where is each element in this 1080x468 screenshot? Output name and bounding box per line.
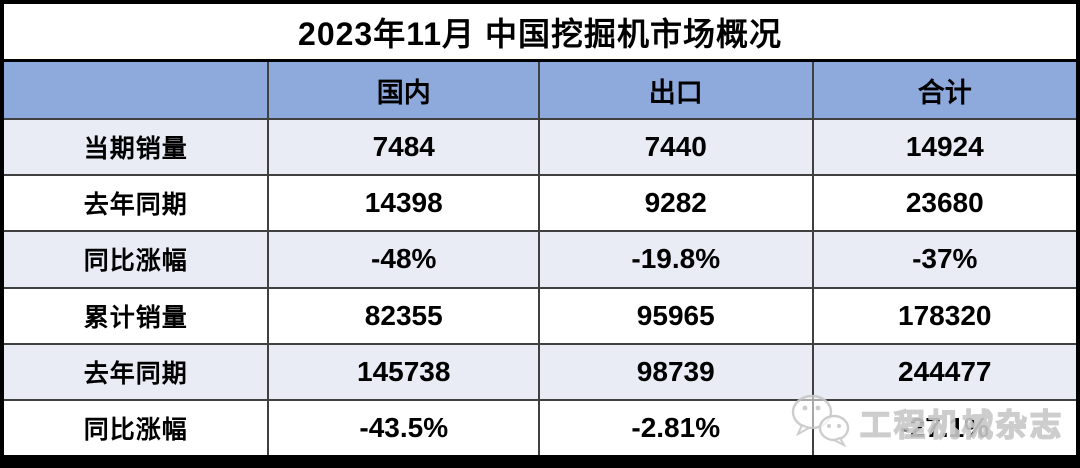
table-title: 2023年11月 中国挖掘机市场概况 (4, 4, 1076, 62)
value-cell: 23680 (811, 174, 1076, 231)
value-cell: -43.5% (267, 398, 538, 455)
row-label-last-year-cumulative: 去年同期 (4, 342, 268, 399)
value-cell: -19.8% (537, 230, 812, 287)
value-cell: 7440 (537, 118, 812, 175)
value-cell: 98739 (537, 342, 812, 399)
row-label-last-year-period: 去年同期 (4, 174, 268, 231)
row-label-yoy-change: 同比涨幅 (4, 230, 268, 287)
row-label-current-sales: 当期销量 (4, 118, 268, 175)
value-cell: -27.1% (811, 398, 1076, 455)
column-header-blank (4, 62, 268, 119)
value-cell: 244477 (811, 342, 1076, 399)
data-table: 国内 出口 合计 当期销量 7484 7440 14924 去年同期 14398… (4, 62, 1076, 455)
value-cell: 145738 (267, 342, 538, 399)
column-header-total: 合计 (811, 62, 1076, 119)
column-header-domestic: 国内 (267, 62, 538, 119)
value-cell: -48% (267, 230, 538, 287)
value-cell: 9282 (537, 174, 812, 231)
value-cell: 14924 (811, 118, 1076, 175)
row-label-cumulative-sales: 累计销量 (4, 286, 268, 343)
value-cell: 95965 (537, 286, 812, 343)
value-cell: -2.81% (537, 398, 812, 455)
row-label-cumulative-yoy-change: 同比涨幅 (4, 398, 268, 455)
value-cell: -37% (811, 230, 1076, 287)
column-header-export: 出口 (537, 62, 812, 119)
value-cell: 178320 (811, 286, 1076, 343)
value-cell: 82355 (267, 286, 538, 343)
value-cell: 7484 (267, 118, 538, 175)
value-cell: 14398 (267, 174, 538, 231)
